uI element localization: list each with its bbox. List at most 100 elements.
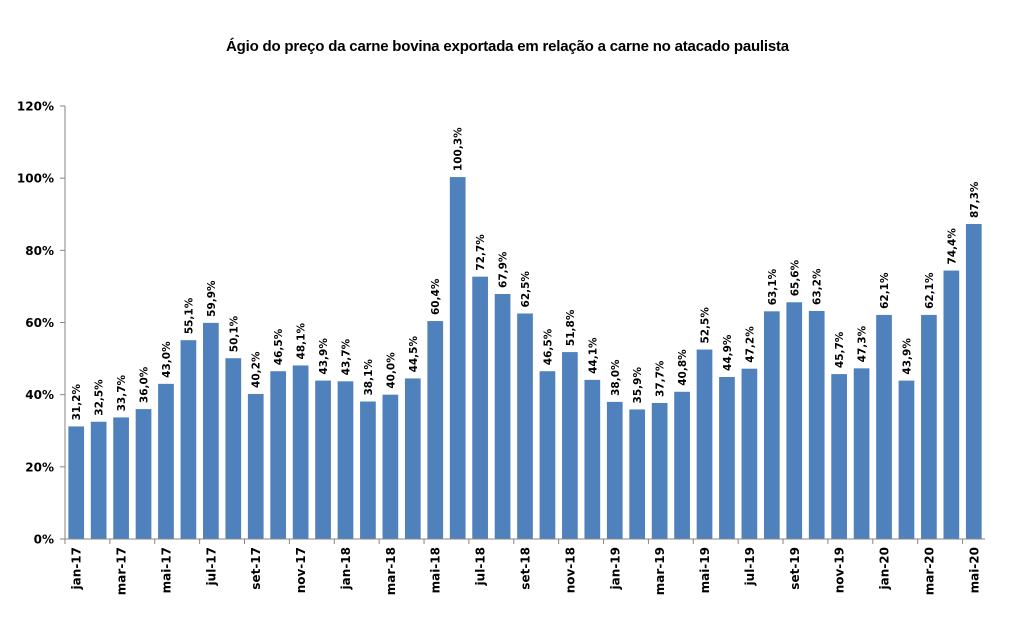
bar: [494, 293, 511, 539]
data-label: 65,6%: [789, 259, 801, 296]
data-label: 37,7%: [655, 360, 667, 397]
bar: [270, 371, 287, 539]
x-tick-label: nov-19: [833, 547, 847, 593]
bar: [965, 223, 982, 540]
data-labels: 31,2% 32,5% 33,7% 36,0% 43,0% 55,1% 59,9% 50,1%…: [71, 127, 981, 421]
data-label: 40,2%: [251, 351, 263, 388]
bar: [315, 380, 331, 539]
x-tick-label: set-18: [519, 547, 533, 590]
bar: [449, 177, 466, 539]
bar: [247, 393, 264, 539]
bar: [674, 391, 690, 539]
data-label: 67,9%: [498, 251, 510, 288]
x-tick-label: mar-19: [653, 547, 667, 595]
data-label: 44,1%: [587, 337, 599, 374]
y-tick-label: 20%: [25, 460, 54, 474]
data-label: 43,9%: [318, 338, 330, 375]
bar: [606, 401, 623, 539]
bar: [876, 314, 892, 539]
data-label: 43,0%: [161, 341, 173, 378]
bar: [360, 401, 376, 539]
data-label: 72,7%: [475, 234, 487, 271]
bar: [853, 368, 870, 539]
data-label: 35,9%: [632, 367, 644, 404]
data-label: 100,3%: [453, 127, 465, 171]
bar: [696, 349, 713, 539]
x-axis: jan-17 mar-17 mai-17 jul-17 set-17 nov-17 jan-…: [64, 538, 985, 595]
data-label: 36,0%: [139, 366, 151, 403]
bar: [158, 383, 174, 539]
bar: [404, 378, 421, 539]
x-tick-label: mai-18: [429, 547, 443, 593]
x-tick-label: set-17: [249, 547, 263, 590]
x-tick-label: jan-20: [878, 547, 892, 590]
data-label: 62,5%: [520, 271, 532, 308]
chart-title: Ágio do preço da carne bovina exportada …: [226, 38, 789, 55]
bar: [135, 409, 152, 539]
x-tick-label: jan-17: [70, 547, 84, 590]
bar: [90, 421, 107, 539]
data-label: 59,9%: [206, 280, 218, 317]
x-tick-label: set-19: [788, 547, 802, 590]
data-label: 74,4%: [946, 228, 958, 265]
y-tick-label: 80%: [25, 244, 54, 258]
data-label: 63,1%: [767, 268, 779, 305]
y-tick-label: 0%: [34, 533, 54, 547]
bar: [382, 394, 399, 539]
x-tick-label: mar-20: [922, 547, 936, 595]
x-tick-label: nov-18: [563, 547, 577, 593]
data-label: 47,2%: [744, 326, 756, 363]
data-label: 51,8%: [565, 309, 577, 346]
bar: [292, 365, 309, 539]
x-tick-label: mai-20: [967, 547, 981, 593]
data-label: 40,8%: [677, 349, 689, 386]
data-label: 31,2%: [71, 384, 83, 421]
data-label: 43,7%: [340, 338, 352, 375]
x-tick-label: nov-17: [294, 547, 308, 593]
bar: [763, 311, 780, 539]
data-label: 87,3%: [969, 181, 981, 218]
data-label: 46,5%: [542, 328, 554, 365]
bar: [203, 322, 219, 539]
data-label: 38,1%: [363, 359, 375, 396]
data-label: 62,1%: [924, 272, 936, 309]
bar: [898, 380, 915, 539]
data-label: 43,9%: [901, 338, 913, 375]
x-tick-label: jul-17: [204, 547, 218, 586]
x-tick-label: jul-18: [474, 547, 488, 586]
bar: [68, 426, 85, 539]
bar: [651, 402, 668, 539]
data-label: 40,0%: [385, 352, 397, 389]
bar: [180, 340, 197, 539]
bar: [539, 371, 556, 539]
data-label: 46,5%: [273, 328, 285, 365]
x-tick-label: mai-17: [159, 547, 173, 593]
x-tick-label: mai-19: [698, 547, 712, 593]
bar: [831, 374, 847, 539]
bar: [808, 310, 825, 539]
data-label: 32,5%: [94, 379, 106, 416]
y-tick-label: 40%: [25, 388, 54, 402]
bar: [517, 313, 533, 539]
x-tick-label: mar-18: [384, 547, 398, 595]
bar: [629, 409, 646, 539]
bar: [921, 314, 937, 539]
data-label: 52,5%: [700, 307, 712, 344]
bar: [337, 381, 354, 539]
bar: [562, 352, 578, 539]
data-label: 47,3%: [857, 325, 869, 362]
data-label: 45,7%: [834, 331, 846, 368]
y-tick-label: 120%: [17, 100, 54, 114]
y-tick-label: 60%: [25, 316, 54, 330]
bar: [786, 302, 803, 539]
data-label: 60,4%: [430, 278, 442, 315]
bar: [472, 276, 488, 539]
data-label: 62,1%: [879, 272, 891, 309]
bar: [741, 368, 758, 539]
data-label: 38,0%: [610, 359, 622, 396]
bar: [113, 417, 129, 539]
data-label: 48,1%: [296, 323, 308, 360]
data-label: 50,1%: [228, 315, 240, 352]
data-label: 44,9%: [722, 334, 734, 371]
